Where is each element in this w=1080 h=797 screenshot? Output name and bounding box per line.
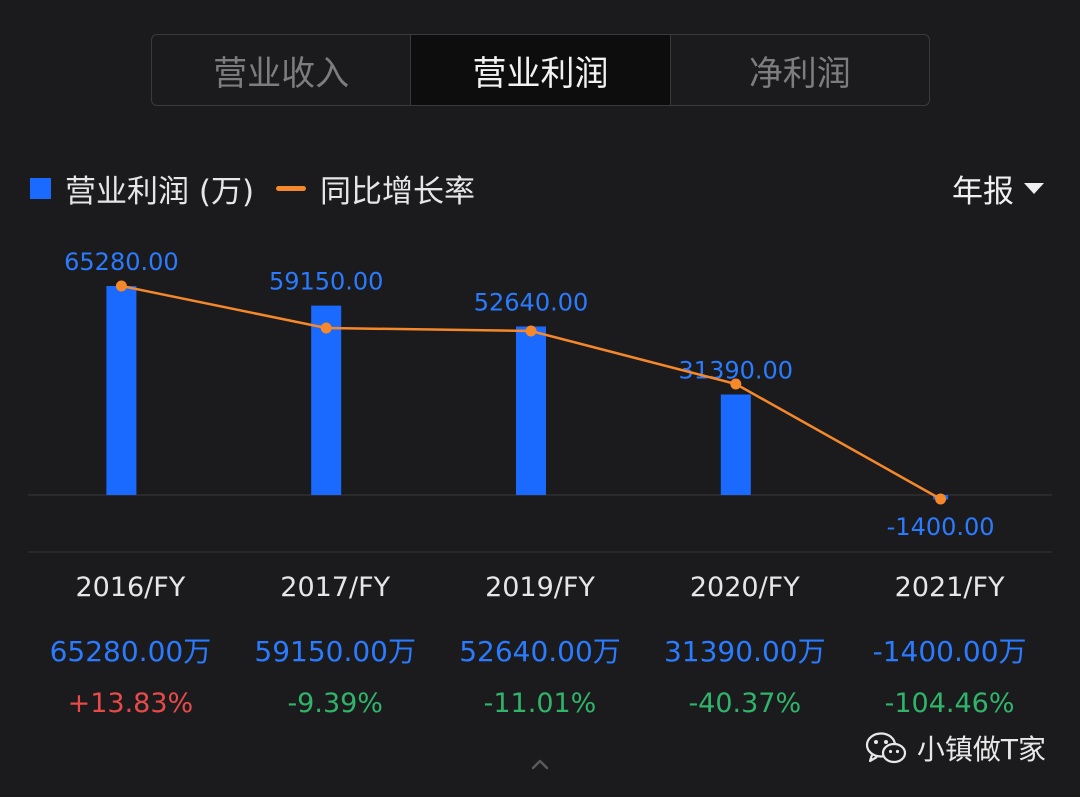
tab-operating-profit[interactable]: 营业利润 bbox=[410, 35, 670, 105]
rate-cell: +13.83% bbox=[67, 688, 194, 719]
value-cell: 59150.00万 bbox=[254, 635, 416, 668]
profit-bar bbox=[516, 326, 546, 495]
year-cell: 2019/FY bbox=[485, 572, 595, 603]
year-row: 2016/FY 2017/FY 2019/FY 2020/FY 2021/FY bbox=[28, 572, 1052, 603]
year-cell: 2020/FY bbox=[689, 572, 800, 603]
legend-label-bar: 营业利润 (万) bbox=[65, 173, 255, 210]
growth-rate-point bbox=[115, 280, 127, 292]
chevron-up-icon[interactable] bbox=[530, 758, 550, 770]
rate-cell: -104.46% bbox=[884, 688, 1015, 719]
bar-data-label: -1400.00 bbox=[887, 513, 995, 541]
tab-revenue[interactable]: 营业收入 bbox=[213, 53, 350, 94]
metric-tabs: 营业收入 营业利润 净利润 bbox=[151, 34, 930, 106]
bar-data-label: 52640.00 bbox=[474, 288, 589, 316]
profit-bar bbox=[106, 286, 137, 495]
rate-cell: -9.39% bbox=[287, 688, 383, 719]
growth-rate-point bbox=[320, 322, 332, 334]
period-selector-label: 年报 bbox=[952, 173, 1014, 210]
brand-watermark: 小镇做T家 bbox=[865, 728, 1046, 768]
bar-data-label: 65280.00 bbox=[64, 248, 179, 276]
legend-item-bar: 营业利润 (万) bbox=[30, 166, 254, 211]
profit-bar bbox=[720, 394, 751, 495]
value-cell: 65280.00万 bbox=[49, 635, 212, 668]
rate-row: +13.83% -9.39% -11.01% -40.37% -104.46% bbox=[28, 688, 1052, 719]
legend-label-line: 同比增长率 bbox=[320, 173, 476, 210]
value-row: 65280.00万 59150.00万 52640.00万 31390.00万 … bbox=[28, 630, 1052, 670]
caret-down-icon bbox=[1024, 182, 1044, 194]
rate-cell: -11.01% bbox=[483, 688, 597, 719]
growth-rate-point bbox=[525, 325, 537, 337]
legend-item-line: 同比增长率 bbox=[276, 166, 475, 211]
tab-net-profit[interactable]: 净利润 bbox=[669, 35, 929, 105]
year-cell: 2016/FY bbox=[75, 572, 186, 603]
growth-rate-point bbox=[935, 493, 947, 505]
chart-legend: 营业利润 (万) 同比增长率 bbox=[30, 166, 497, 210]
value-cell: 52640.00万 bbox=[459, 635, 621, 668]
period-selector[interactable]: 年报 bbox=[952, 166, 1044, 210]
profit-bar bbox=[311, 305, 342, 495]
year-cell: 2021/FY bbox=[894, 572, 1005, 603]
growth-rate-point bbox=[730, 378, 742, 390]
brand-label: 小镇做T家 bbox=[916, 733, 1046, 766]
value-cell: 31390.00万 bbox=[663, 635, 826, 668]
year-cell: 2017/FY bbox=[280, 572, 391, 603]
value-cell: -1400.00万 bbox=[872, 635, 1027, 668]
rate-cell: -40.37% bbox=[688, 688, 802, 719]
legend-swatch-line bbox=[276, 185, 307, 191]
legend-swatch-bar bbox=[30, 177, 51, 199]
bar-data-label: 59150.00 bbox=[269, 268, 384, 296]
wechat-icon bbox=[865, 732, 906, 764]
